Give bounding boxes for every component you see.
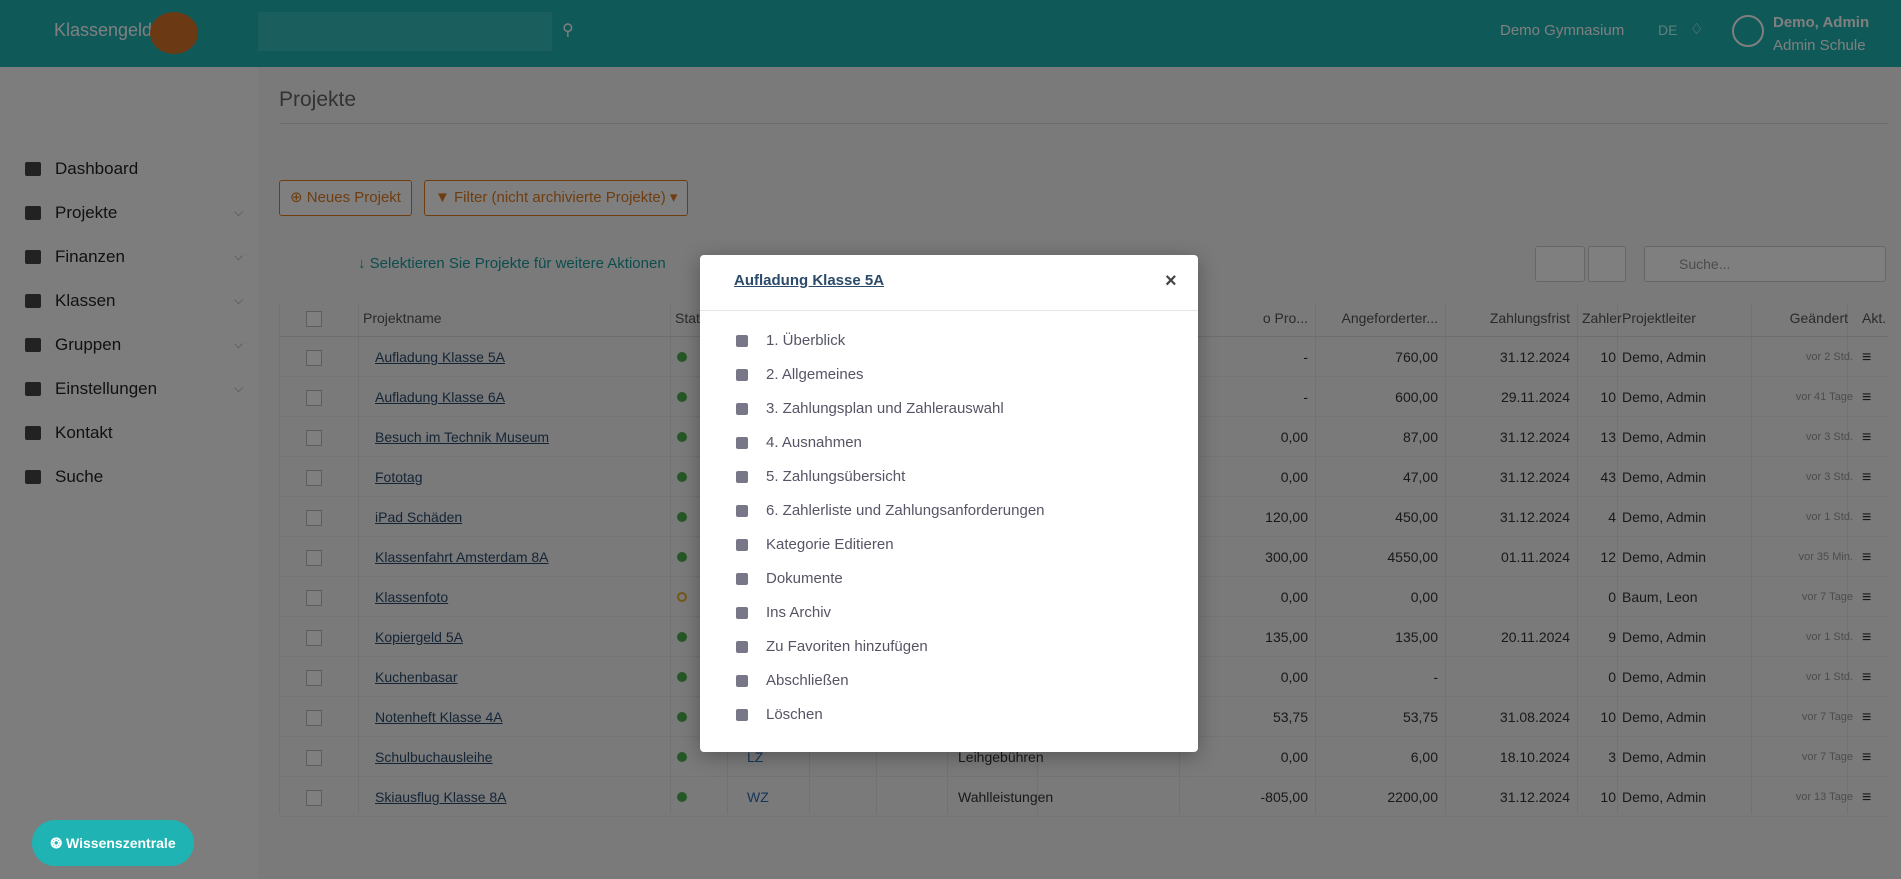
menu-item[interactable]: Ins Archiv [766,604,832,621]
menu-item[interactable]: 6. Zahlerliste und Zahlungsanforderungen [766,502,1045,519]
menu-icon [736,437,748,449]
modal-divider [700,310,1198,311]
menu-item[interactable]: Löschen [766,706,823,723]
menu-item[interactable]: Kategorie Editieren [766,536,894,553]
menu-item[interactable]: 4. Ausnahmen [766,434,862,451]
menu-icon [736,539,748,551]
project-menu-modal: Aufladung Klasse 5A × 1. Überblick 2. All… [700,255,1198,752]
menu-item[interactable]: Abschließen [766,672,849,689]
menu-item[interactable]: Zu Favoriten hinzufügen [766,638,928,655]
menu-icon [736,335,748,347]
menu-icon [736,709,748,721]
menu-item[interactable]: Dokumente [766,570,843,587]
menu-icon [736,369,748,381]
menu-icon [736,403,748,415]
menu-item[interactable]: 1. Überblick [766,332,846,349]
menu-item[interactable]: 5. Zahlungsübersicht [766,468,906,485]
close-button[interactable]: × [1165,270,1177,292]
help-button[interactable]: ❂ Wissenszentrale [32,820,194,866]
menu-item[interactable]: 2. Allgemeines [766,366,864,383]
menu-icon [736,607,748,619]
modal-title[interactable]: Aufladung Klasse 5A [734,272,885,289]
menu-icon [736,471,748,483]
label: Wissenszentrale [66,835,176,851]
menu-icon [736,573,748,585]
menu-icon [736,675,748,687]
menu-item[interactable]: 3. Zahlungsplan und Zahlerauswahl [766,400,1004,417]
menu-icon [736,641,748,653]
menu-icon [736,505,748,517]
